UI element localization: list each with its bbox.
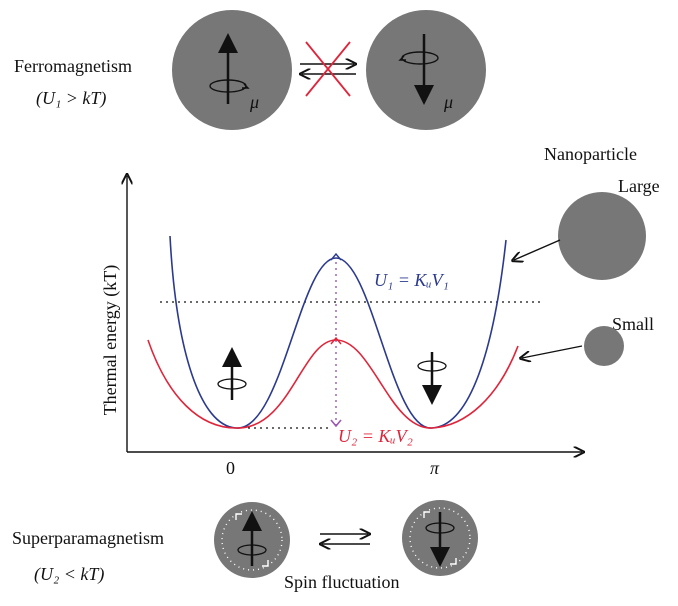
- ferromagnetism-condition: (U₁ > kT): [36, 88, 107, 108]
- nanoparticle-label: Nanoparticle: [544, 144, 637, 164]
- barrier-small-label: U₂ = KᵤV₂: [338, 426, 413, 446]
- ferro-particle-up: [172, 10, 292, 130]
- energy-curve-large: [169, 235, 507, 429]
- large-particle-arrow: [514, 239, 561, 260]
- spin-up-icon: [217, 347, 247, 400]
- x-tick-pi: π: [430, 458, 440, 478]
- small-label: Small: [612, 314, 655, 334]
- fluctuation-arrows: [320, 534, 370, 544]
- spin-fluctuation-label: Spin fluctuation: [284, 572, 400, 592]
- blocked-switching-arrows: [300, 41, 356, 97]
- large-label: Large: [618, 176, 660, 196]
- barrier-base-arrowhead: [330, 419, 342, 428]
- super-particle-down: [402, 500, 478, 576]
- superparamagnetism-label: Superparamagnetism: [12, 528, 164, 548]
- x-tick-0: 0: [226, 458, 235, 478]
- superparamagnetism-condition: (U₂ < kT): [34, 564, 105, 584]
- moment-symbol-left: μ: [249, 92, 259, 112]
- super-particle-up: [214, 502, 290, 578]
- ferromagnetism-label: Ferromagnetism: [14, 56, 132, 76]
- spin-down-icon: [417, 352, 447, 405]
- energy-curve-small: [147, 339, 519, 429]
- large-nanoparticle: [558, 192, 646, 280]
- barrier-large-label: U₁ = KᵤV₁: [374, 270, 449, 290]
- small-nanoparticle: [584, 326, 624, 366]
- barrier-small-arrowhead: [330, 336, 342, 345]
- moment-symbol-right: μ: [443, 92, 453, 112]
- small-particle-arrow: [522, 345, 583, 358]
- ferro-particle-down: [366, 10, 486, 130]
